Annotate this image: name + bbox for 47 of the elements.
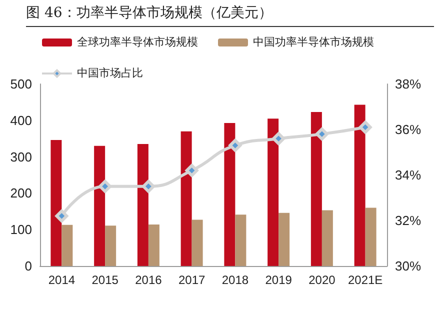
y2-tick-label: 36% (395, 122, 422, 137)
point (315, 128, 328, 141)
y-tick-label: 500 (10, 76, 32, 92)
x-tick-label: 2014 (48, 273, 76, 287)
point (228, 138, 242, 152)
point (98, 180, 112, 193)
y-tick-label: 200 (10, 186, 32, 201)
bar (148, 224, 160, 266)
x-tick-label: 2016 (135, 273, 162, 287)
x-tick-label: 2015 (92, 273, 119, 287)
point (55, 209, 68, 222)
bar (310, 112, 322, 266)
bar (180, 131, 192, 266)
x-tick-label: 2017 (178, 273, 206, 287)
point (185, 164, 198, 177)
bar (192, 220, 203, 266)
y-tick-label: 300 (10, 149, 32, 164)
bar (137, 144, 148, 266)
y2-tick-label: 34% (395, 168, 422, 182)
y2-tick-label: 30% (395, 258, 422, 274)
bar (365, 208, 376, 266)
bar (354, 104, 366, 266)
x-tick-label: 2019 (265, 273, 292, 287)
bar (224, 122, 236, 266)
x-tick-label: 2018 (222, 273, 249, 287)
x-tick-label: 2021E (348, 273, 383, 287)
bar (278, 212, 290, 266)
point (142, 180, 155, 193)
y-tick-label: 0 (24, 258, 32, 274)
bar (235, 214, 246, 266)
legend-label: 中国市场占比 (77, 66, 143, 80)
y2-tick-label: 38% (395, 76, 422, 92)
legend-label: 中国功率半导体市场规模 (253, 36, 374, 48)
chart-title: 图 46：功率半导体市场规模（亿美元） (26, 4, 434, 27)
legend-label: 全球功率半导体市场规模 (77, 36, 198, 48)
y-tick-label: 100 (10, 222, 32, 238)
bar (322, 210, 333, 266)
bar (94, 146, 106, 266)
bar (62, 224, 73, 266)
y2-tick-label: 32% (395, 213, 422, 228)
bar (268, 118, 279, 266)
x-tick-label: 2020 (308, 273, 336, 287)
bar (105, 226, 116, 266)
point (358, 120, 372, 134)
bar (50, 140, 62, 266)
y-tick-label: 400 (10, 112, 32, 128)
point (272, 132, 286, 146)
